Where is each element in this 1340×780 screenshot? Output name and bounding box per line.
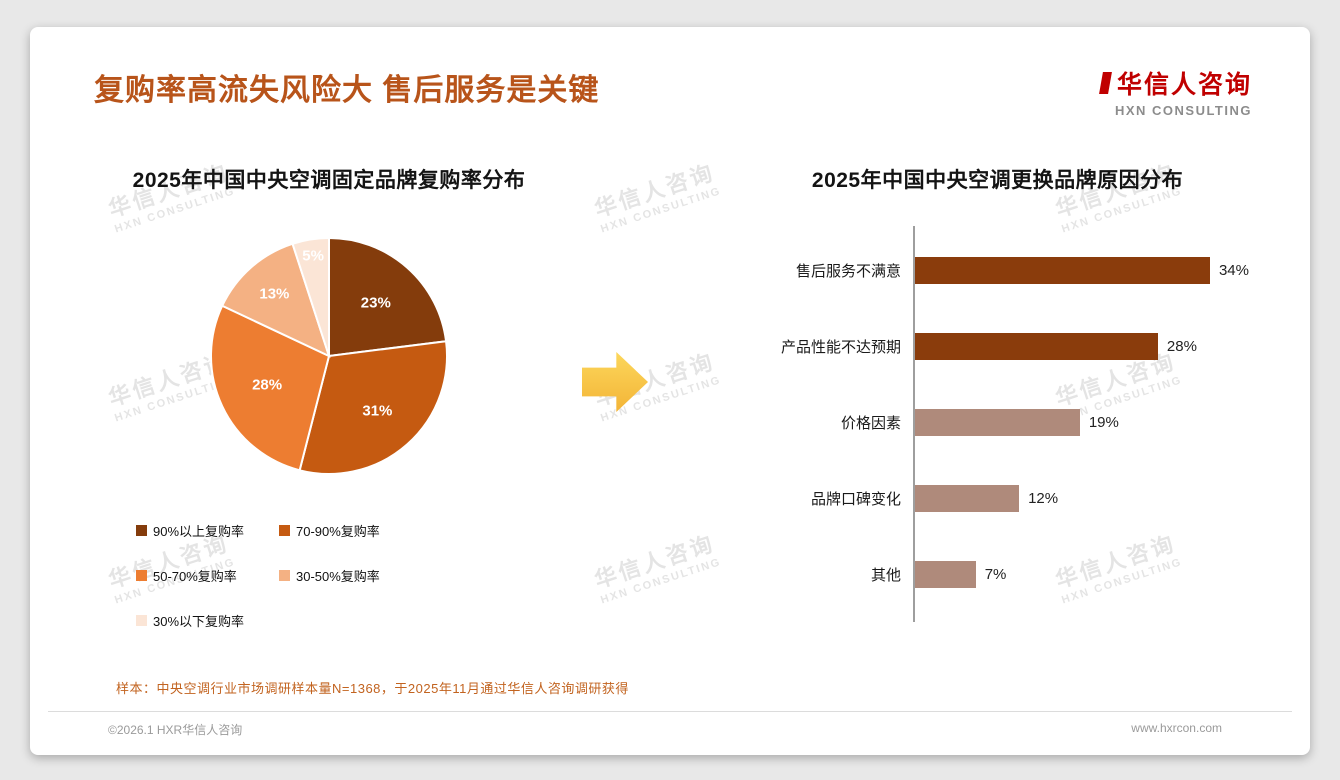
legend-label: 30%以下复购率 [153, 614, 245, 629]
bar-row: 售后服务不满意 34% [733, 232, 1262, 308]
pie-slice [220, 242, 331, 358]
pie-slice [298, 340, 448, 475]
bar-row: 其他 7% [733, 536, 1262, 612]
bar [915, 484, 1020, 512]
pie-svg: 23% 31% 28% 13% 5% [210, 236, 448, 475]
logo-text-cn: 华信人咨询 [1116, 71, 1252, 99]
website-link[interactable]: www.hxrcon.com [1131, 721, 1222, 735]
arrow-right-icon [582, 352, 648, 412]
bar-row: 产品性能不达预期 28% [733, 308, 1262, 384]
footer-divider [48, 711, 1292, 712]
legend-item: 90%以上复购率 [136, 521, 279, 540]
legend-label: 90%以上复购率 [153, 524, 245, 539]
legend-item: 30%以下复购率 [136, 611, 279, 630]
bar-value-label: 34% [1218, 261, 1249, 279]
legend-swatch [279, 570, 290, 581]
legend-item: 50-70%复购率 [136, 566, 279, 585]
bar [915, 332, 1158, 360]
pie-legend: 90%以上复购率 70-90%复购率 50-70%复购率 30-50%复购率 30%以下… [94, 521, 564, 656]
bar-category-label: 其他 [870, 566, 901, 584]
bar [915, 408, 1080, 436]
bar-track: 12% [913, 484, 1262, 512]
page-title: 复购率高流失风险大 售后服务是关键 [94, 74, 600, 107]
bar-category-label: 价格因素 [840, 414, 901, 432]
pie-data-label: 23% [361, 294, 391, 311]
pie-chart: 23% 31% 28% 13% 5% [199, 226, 459, 491]
pie-data-label: 31% [362, 402, 392, 419]
pie-chart-title: 2025年中国中央空调固定品牌复购率分布 [132, 169, 526, 192]
bar-category-label: 品牌口碑变化 [810, 490, 901, 508]
legend-swatch [279, 525, 290, 536]
logo-icon [1099, 72, 1112, 94]
copyright-text: ©2026.1 HXR华信人咨询 [108, 723, 243, 737]
legend-item: 30-50%复购率 [279, 566, 422, 585]
pie-chart-section: 2025年中国中央空调固定品牌复购率分布 23% 31% 28% 13% 5% 90%以… [94, 164, 564, 656]
pie-data-label: 28% [252, 377, 282, 394]
legend-label: 30-50%复购率 [296, 569, 380, 584]
bar [915, 256, 1210, 284]
bar-value-label: 7% [984, 565, 1007, 583]
legend-label: 70-90%复购率 [296, 524, 380, 539]
legend-swatch [136, 615, 147, 626]
legend-swatch [136, 570, 147, 581]
bar-value-label: 12% [1028, 489, 1059, 507]
bar-track: 28% [913, 332, 1262, 360]
bar-value-label: 19% [1088, 413, 1119, 431]
logo-text-en: HXN CONSULTING [1114, 103, 1252, 118]
pie-slice [210, 304, 331, 472]
logo: 华信人咨询 HXN CONSULTING [1099, 65, 1252, 118]
pie-data-label: 5% [302, 247, 324, 264]
legend-swatch [136, 525, 147, 536]
main-content: 2025年中国中央空调固定品牌复购率分布 23% 31% 28% 13% 5% 90%以… [30, 118, 1310, 656]
bar-category-label: 售后服务不满意 [795, 262, 901, 280]
bar-category-label: 产品性能不达预期 [780, 338, 901, 356]
bar-track: 19% [913, 408, 1262, 436]
pie-slice [291, 236, 330, 357]
legend-item: 70-90%复购率 [279, 521, 422, 540]
report-card: 华信人咨询 HXN CONSULTING 华信人咨询 HXN CONSULTING 华信… [30, 27, 1310, 755]
bar-track: 7% [913, 560, 1262, 588]
bar-chart-title: 2025年中国中央空调更换品牌原因分布 [811, 169, 1184, 192]
pie-data-label: 13% [259, 286, 289, 303]
bar-track: 34% [913, 256, 1262, 284]
bar [915, 560, 976, 588]
header: 复购率高流失风险大 售后服务是关键 华信人咨询 HXN CONSULTING [30, 27, 1310, 118]
footer: ©2026.1 HXR华信人咨询 www.hxrcon.com [108, 721, 1222, 738]
pie-slice [328, 236, 448, 358]
bar-value-label: 28% [1166, 337, 1197, 355]
bar-chart-section: 2025年中国中央空调更换品牌原因分布 售后服务不满意 34% 产品性能不达预期 28… [733, 164, 1262, 656]
bar-row: 价格因素 19% [733, 384, 1262, 460]
logo-top: 华信人咨询 [1099, 65, 1252, 101]
bar-chart: 售后服务不满意 34% 产品性能不达预期 28% 价格因素 19% 品牌口碑变化 12% 其他 7… [733, 226, 1262, 622]
legend-label: 50-70%复购率 [153, 569, 237, 584]
bar-row: 品牌口碑变化 12% [733, 460, 1262, 536]
footnote: 样本：中央空调行业市场调研样本量N=1368，于2025年11月通过华信人咨询调… [116, 681, 629, 696]
